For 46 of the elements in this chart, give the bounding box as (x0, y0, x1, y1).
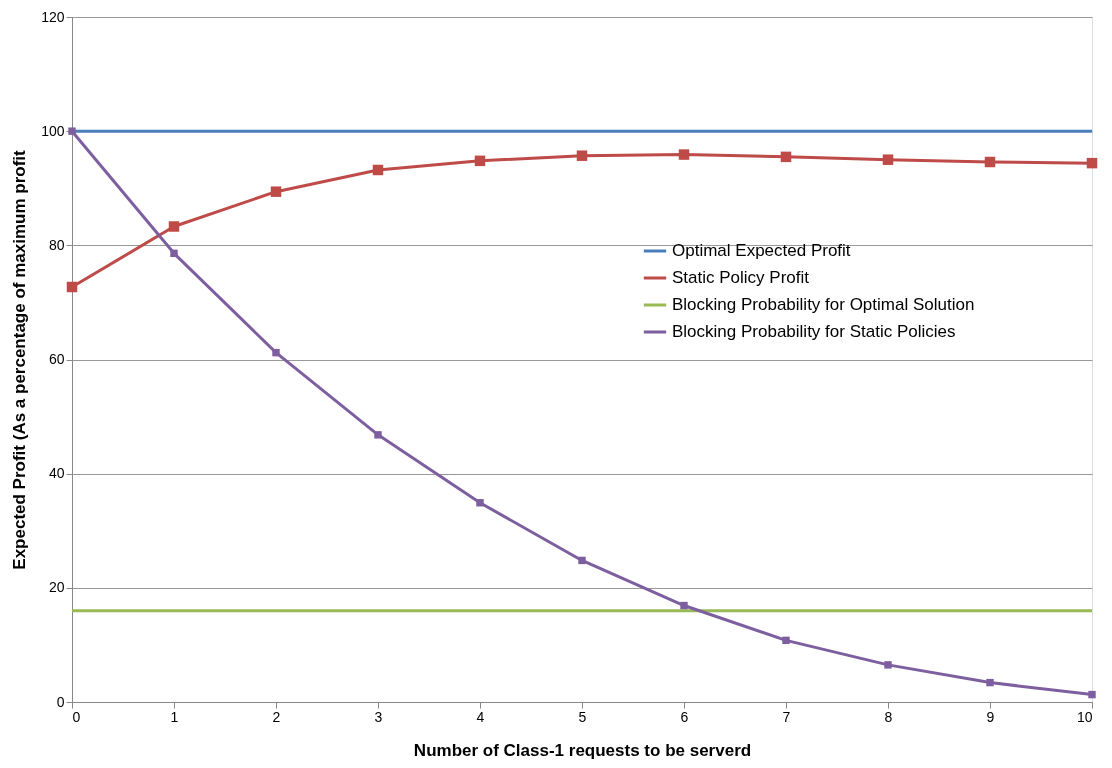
point (678, 149, 690, 160)
y-axis-title: Expected Profit (As a percentage of maximum profit (10, 149, 30, 570)
point (986, 678, 994, 687)
legend-label: Optimal Expected Profit (672, 241, 851, 260)
legend-label: Static Policy Profit (672, 268, 810, 287)
y-tick-label: 40 (48, 465, 65, 482)
legend-label: Blocking Probability for Static Policies (672, 322, 956, 341)
x-tick-label: 2 (272, 708, 281, 725)
point (1086, 157, 1098, 169)
point (884, 661, 892, 669)
x-tick-label: 5 (578, 708, 587, 725)
y-tick-label: 100 (41, 122, 65, 139)
x-tick-label: 4 (476, 708, 485, 725)
x-tick-label: 10 (1076, 708, 1093, 725)
y-tick-label: 0 (56, 693, 65, 710)
point (576, 150, 588, 161)
x-tick-label: 0 (72, 708, 81, 725)
point (680, 601, 688, 610)
point (170, 249, 178, 258)
point (272, 348, 280, 357)
x-tick-label: 3 (374, 708, 383, 725)
point (66, 281, 78, 293)
point (168, 221, 180, 232)
x-tick-label: 1 (170, 708, 179, 725)
point (476, 499, 484, 507)
point (270, 186, 282, 197)
y-tick-label: 80 (48, 236, 65, 253)
point (782, 636, 790, 645)
point (372, 164, 384, 176)
x-tick-label: 8 (884, 708, 893, 725)
point (984, 156, 996, 168)
x-tick-label: 7 (782, 708, 791, 725)
point (882, 154, 894, 165)
point (474, 155, 486, 167)
x-tick-label: 6 (680, 708, 689, 725)
y-tick-label: 20 (48, 579, 65, 596)
y-tick-label: 60 (48, 351, 65, 367)
x-tick-label: 9 (986, 708, 995, 725)
x-axis-title: Number of Class-1 requests to be serverd (413, 740, 752, 760)
point (578, 556, 586, 565)
point (780, 151, 792, 163)
point (374, 431, 382, 439)
point (68, 127, 76, 135)
point (1088, 690, 1096, 699)
y-tick-label: 120 (41, 8, 65, 25)
legend-label: Blocking Probability for Optimal Solution (672, 295, 975, 314)
